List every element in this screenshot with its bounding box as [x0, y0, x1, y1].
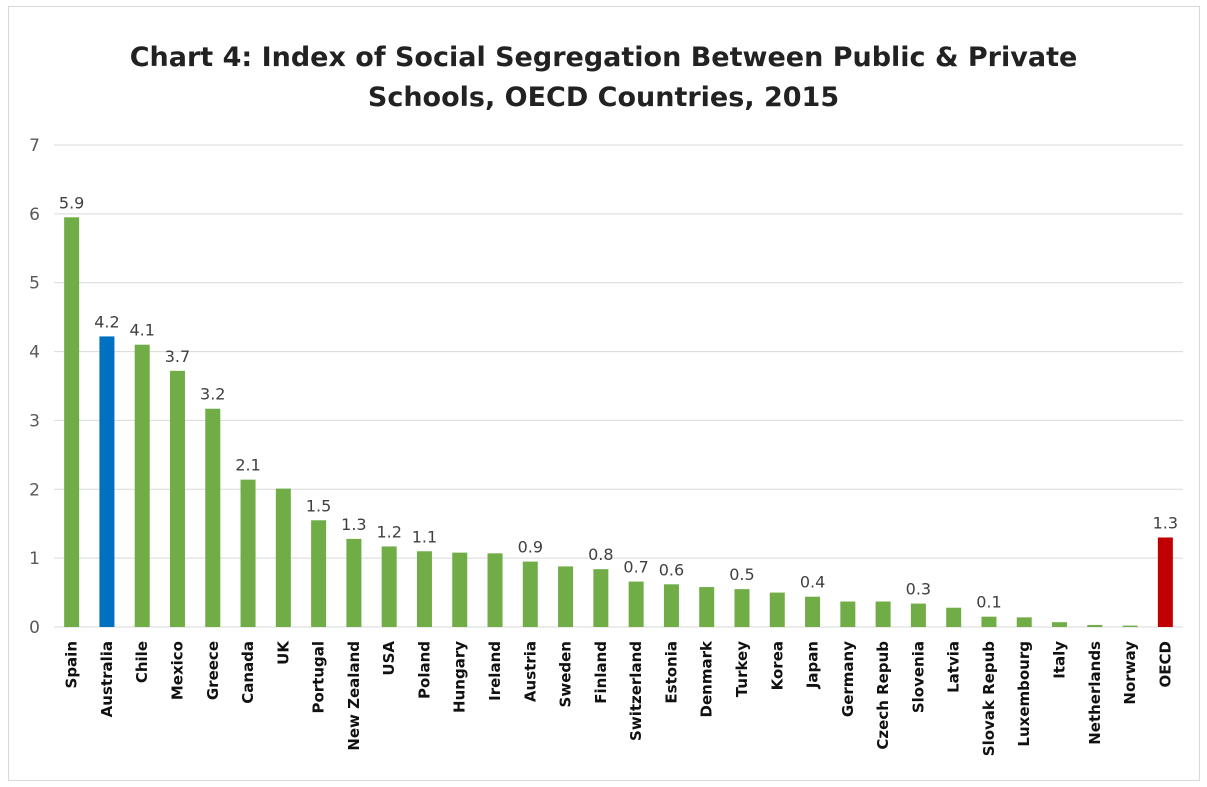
category-label: Poland: [415, 641, 433, 699]
category-label: Chile: [133, 641, 151, 683]
data-label: 1.2: [376, 522, 401, 541]
bar-mexico: [169, 370, 185, 627]
bar-latvia: [946, 607, 962, 627]
bar-slovak-repub: [981, 616, 997, 627]
category-label: Austria: [521, 641, 539, 702]
category-label: Sweden: [557, 641, 575, 707]
category-label: Netherlands: [1086, 641, 1104, 745]
bar-austria: [522, 561, 538, 627]
category-label: Ireland: [486, 641, 504, 701]
bar-uk: [275, 488, 291, 627]
bar-netherlands: [1087, 624, 1103, 627]
bar-new-zealand: [346, 538, 362, 627]
chart-frame: [8, 6, 1200, 781]
y-tick-label: 1: [29, 549, 40, 569]
bar-czech-repub: [875, 601, 891, 627]
data-label: 0.4: [800, 573, 825, 592]
category-label: Portugal: [310, 641, 328, 714]
bars: [64, 217, 1173, 628]
bar-switzerland: [628, 581, 644, 627]
bar-portugal: [311, 520, 327, 627]
data-label: 0.5: [729, 565, 754, 584]
bar-germany: [840, 601, 856, 627]
bar-chile: [134, 344, 150, 627]
category-label: Estonia: [662, 641, 680, 704]
data-label: 0.8: [588, 545, 613, 564]
y-tick-label: 7: [29, 136, 40, 156]
category-label: Mexico: [168, 641, 186, 700]
category-label: Slovak Repub: [980, 641, 998, 756]
data-label: 1.5: [306, 496, 331, 515]
bar-hungary: [452, 552, 468, 627]
y-tick-label: 6: [29, 205, 40, 225]
bar-turkey: [734, 589, 750, 627]
category-label: Spain: [63, 641, 81, 688]
bar-spain: [64, 217, 80, 628]
bar-italy: [1052, 622, 1068, 627]
category-label: Norway: [1121, 641, 1139, 705]
y-tick-label: 5: [29, 274, 40, 294]
data-label: 0.3: [906, 580, 931, 599]
y-tick-label: 0: [29, 618, 40, 638]
data-labels: 5.9 4.2 4.1 3.7 3.2 2.1 1.5 1.3 1.2 1.1 0.9 0.8 0.7 0…: [59, 193, 1178, 611]
bar-estonia: [663, 584, 679, 627]
bar-usa: [381, 546, 397, 627]
data-label: 4.1: [129, 321, 154, 340]
bar-korea: [769, 592, 785, 627]
category-labels: Spain Australia Chile Mexico Greece Canada UK P…: [63, 640, 1175, 757]
category-label: Czech Repub: [874, 641, 892, 750]
bar-greece: [205, 408, 221, 627]
category-label: Italy: [1051, 641, 1069, 679]
category-label: UK: [274, 640, 292, 665]
bar-ireland: [487, 553, 503, 627]
y-tick-label: 2: [29, 480, 40, 500]
bar-denmark: [699, 587, 715, 627]
data-label: 0.6: [659, 560, 684, 579]
category-label: Luxembourg: [1015, 641, 1033, 747]
data-label: 0.7: [623, 558, 648, 577]
category-label: Latvia: [945, 641, 963, 693]
data-label: 0.9: [518, 538, 543, 557]
category-label: Finland: [592, 641, 610, 704]
y-tick-label: 3: [29, 411, 40, 431]
bar-canada: [240, 479, 256, 627]
data-label: 2.1: [235, 456, 260, 475]
category-label: Switzerland: [627, 641, 645, 741]
data-label: 3.2: [200, 385, 225, 404]
y-tick-label: 4: [29, 343, 40, 363]
category-label: OECD: [1156, 641, 1174, 687]
data-label: 1.3: [1153, 513, 1178, 532]
data-label: 1.1: [412, 527, 437, 546]
bar-norway: [1122, 625, 1138, 627]
bar-slovenia: [910, 603, 926, 627]
category-label: Korea: [768, 641, 786, 690]
bar-luxembourg: [1016, 617, 1032, 627]
bar-sweden: [558, 566, 574, 627]
bar-oecd: [1157, 537, 1173, 627]
bar-australia: [99, 336, 115, 627]
category-label: Australia: [98, 641, 116, 717]
data-label: 3.7: [165, 347, 190, 366]
category-label: USA: [380, 641, 398, 676]
chart-title: Chart 4: Index of Social Segregation Bet…: [129, 42, 1078, 113]
category-label: Turkey: [733, 641, 751, 697]
bar-poland: [416, 551, 432, 627]
category-label: New Zealand: [345, 641, 363, 751]
data-label: 1.3: [341, 515, 366, 534]
bar-finland: [593, 569, 609, 627]
category-label: Hungary: [451, 641, 469, 713]
data-label: 0.1: [976, 593, 1001, 612]
category-label: Canada: [239, 641, 257, 704]
data-label: 4.2: [94, 312, 119, 331]
bar-japan: [805, 596, 821, 627]
category-label: Japan: [804, 641, 822, 689]
category-label: Germany: [839, 641, 857, 717]
category-label: Greece: [204, 641, 222, 700]
category-label: Denmark: [698, 640, 716, 717]
category-label: Slovenia: [909, 641, 927, 713]
data-label: 5.9: [59, 193, 84, 212]
y-axis-ticks: 0 1 2 3 4 5 6 7: [29, 136, 40, 638]
